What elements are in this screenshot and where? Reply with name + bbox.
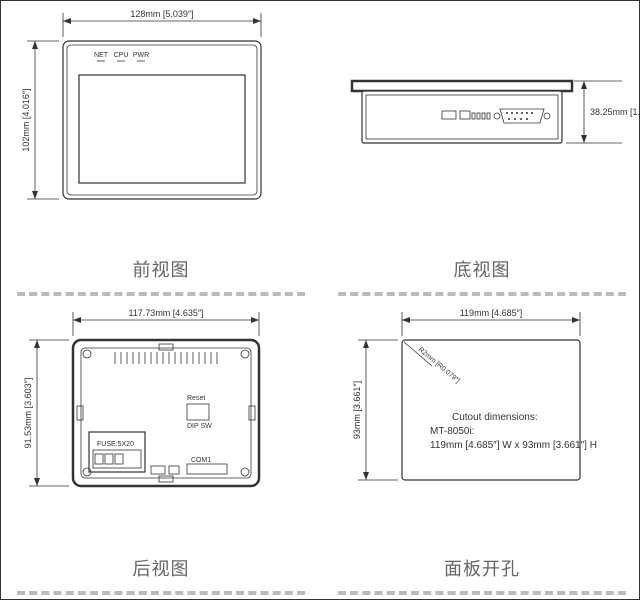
divider-dashes bbox=[17, 591, 305, 595]
bottom-view-drawing: 38.25mm [1.506″] bbox=[322, 1, 640, 256]
cutout-height-dim: 93mm [3.661″] bbox=[352, 381, 362, 439]
divider-dashes bbox=[338, 591, 626, 595]
led-label-2: CPU bbox=[114, 52, 129, 59]
led-label-3: PWR bbox=[133, 52, 149, 59]
bottom-caption: 底视图 bbox=[454, 256, 511, 282]
cutout-title: Cutout dimensions: bbox=[452, 412, 538, 423]
front-view-drawing: 128mm [5.039″] 102mm [4.016″] NET CPU PW… bbox=[1, 1, 321, 256]
rear-caption: 后视图 bbox=[133, 555, 190, 581]
led-label-1: NET bbox=[94, 52, 109, 59]
cutout-model: MT-8050i: bbox=[430, 426, 474, 437]
com-label: COM1 bbox=[191, 457, 211, 464]
cutout-view-cell: 119mm [4.685″] 93mm [3.661″] R2mm [R0.07… bbox=[322, 300, 640, 599]
rear-width-dim: 117.73mm [4.635″] bbox=[128, 308, 203, 318]
fuse-label: FUSE:5X20 bbox=[97, 441, 134, 448]
front-view-cell: 128mm [5.039″] 102mm [4.016″] NET CPU PW… bbox=[1, 1, 322, 300]
reset-label: Reset bbox=[187, 395, 205, 402]
bottom-view-cell: 38.25mm [1.506″] 底视图 bbox=[322, 1, 640, 300]
front-caption: 前视图 bbox=[133, 256, 190, 282]
bottom-height-dim: 38.25mm [1.506″] bbox=[590, 107, 640, 117]
cutout-width-dim: 119mm [4.685″] bbox=[460, 308, 523, 318]
divider-dashes bbox=[17, 292, 305, 296]
cutout-caption: 面板开孔 bbox=[444, 555, 520, 581]
dip-label: DIP SW bbox=[187, 423, 212, 430]
rear-view-cell: 117.73mm [4.635″] 91.53mm [3.603″] bbox=[1, 300, 322, 599]
rear-view-drawing: 117.73mm [4.635″] 91.53mm [3.603″] bbox=[1, 300, 321, 555]
rear-height-dim: 91.53mm [3.603″] bbox=[23, 378, 33, 449]
cutout-spec: 119mm [4.685″] W x 93mm [3.661″] H bbox=[430, 440, 597, 451]
divider-dashes bbox=[338, 292, 626, 296]
drawing-grid: 128mm [5.039″] 102mm [4.016″] NET CPU PW… bbox=[0, 0, 640, 600]
front-width-dim: 128mm [5.039″] bbox=[130, 9, 193, 19]
cutout-view-drawing: 119mm [4.685″] 93mm [3.661″] R2mm [R0.07… bbox=[322, 300, 640, 555]
front-height-dim: 102mm [4.016″] bbox=[21, 88, 31, 151]
